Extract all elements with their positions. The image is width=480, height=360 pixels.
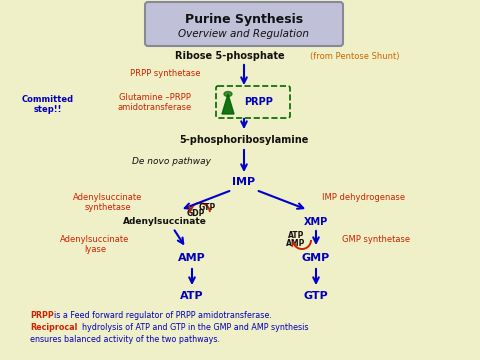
Text: step!!: step!!: [34, 104, 62, 113]
Text: PRPP synthetase: PRPP synthetase: [130, 69, 200, 78]
Text: synthetase: synthetase: [84, 202, 132, 211]
Text: GTP: GTP: [198, 202, 216, 211]
Text: Purine Synthesis: Purine Synthesis: [185, 13, 303, 26]
Text: AMP: AMP: [178, 253, 206, 263]
Text: Overview and Regulation: Overview and Regulation: [179, 29, 310, 39]
Text: GDP: GDP: [187, 210, 205, 219]
Text: ATP: ATP: [180, 291, 204, 301]
Text: PRPP: PRPP: [30, 311, 54, 320]
Text: ensures balanced activity of the two pathways.: ensures balanced activity of the two pat…: [30, 336, 220, 345]
Text: PRPP: PRPP: [245, 97, 274, 107]
Text: GMP synthetase: GMP synthetase: [342, 235, 410, 244]
Text: Adenylsuccinate: Adenylsuccinate: [73, 194, 143, 202]
Text: Adenylsuccinate: Adenylsuccinate: [123, 217, 207, 226]
Text: Committed: Committed: [22, 94, 74, 104]
Ellipse shape: [224, 91, 232, 96]
Text: XMP: XMP: [304, 217, 328, 227]
Text: hydrolysis of ATP and GTP in the GMP and AMP synthesis: hydrolysis of ATP and GTP in the GMP and…: [82, 324, 309, 333]
Text: amidotransferase: amidotransferase: [118, 104, 192, 112]
Text: Adenylsuccinate: Adenylsuccinate: [60, 235, 130, 244]
Text: Glutamine –PRPP: Glutamine –PRPP: [119, 94, 191, 103]
Text: AMP: AMP: [286, 239, 306, 248]
Text: IMP: IMP: [232, 177, 255, 187]
Text: Reciprocal: Reciprocal: [30, 324, 77, 333]
Text: GTP: GTP: [304, 291, 328, 301]
Text: IMP dehydrogenase: IMP dehydrogenase: [323, 194, 406, 202]
Text: 5-phosphoribosylamine: 5-phosphoribosylamine: [180, 135, 309, 145]
Text: Ribose 5-phosphate: Ribose 5-phosphate: [175, 51, 285, 61]
Text: (from Pentose Shunt): (from Pentose Shunt): [310, 51, 400, 60]
Text: is a Feed forward regulator of PRPP amidotransferase.: is a Feed forward regulator of PRPP amid…: [54, 311, 272, 320]
Text: De novo pathway: De novo pathway: [132, 158, 212, 166]
Text: GMP: GMP: [302, 253, 330, 263]
Text: ATP: ATP: [288, 231, 304, 240]
FancyBboxPatch shape: [145, 2, 343, 46]
Polygon shape: [222, 94, 234, 114]
Text: lyase: lyase: [84, 244, 106, 253]
